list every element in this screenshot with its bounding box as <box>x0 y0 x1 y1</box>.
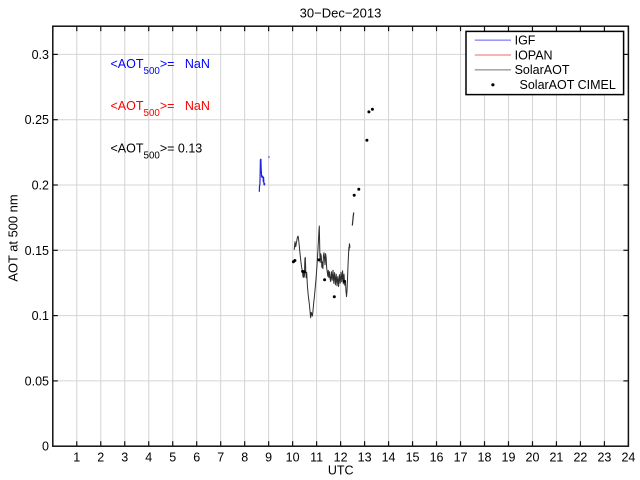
svg-text:8: 8 <box>241 451 248 465</box>
svg-text:2: 2 <box>97 451 104 465</box>
svg-text:20: 20 <box>526 451 540 465</box>
svg-text:6: 6 <box>193 451 200 465</box>
svg-text:0.05: 0.05 <box>25 374 49 388</box>
svg-text:22: 22 <box>573 451 587 465</box>
svg-text:30−Dec−2013: 30−Dec−2013 <box>300 6 382 21</box>
svg-text:0.15: 0.15 <box>25 244 49 258</box>
svg-text:IOPAN: IOPAN <box>515 48 553 62</box>
svg-text:14: 14 <box>382 451 396 465</box>
svg-text:SolarAOT CIMEL: SolarAOT CIMEL <box>520 78 616 92</box>
svg-text:AOT at 500 nm: AOT at 500 nm <box>6 194 21 281</box>
svg-text:18: 18 <box>478 451 492 465</box>
svg-text:0: 0 <box>42 440 49 454</box>
svg-text:1: 1 <box>73 451 80 465</box>
svg-text:17: 17 <box>454 451 468 465</box>
svg-text:IGF: IGF <box>515 34 536 48</box>
svg-text:0.1: 0.1 <box>32 309 49 323</box>
svg-text:16: 16 <box>430 451 444 465</box>
svg-text:13: 13 <box>358 451 372 465</box>
svg-text:3: 3 <box>121 451 128 465</box>
svg-text:10: 10 <box>286 451 300 465</box>
svg-text:12: 12 <box>334 451 348 465</box>
svg-text:19: 19 <box>502 451 516 465</box>
svg-text:15: 15 <box>406 451 420 465</box>
svg-text:5: 5 <box>169 451 176 465</box>
svg-text:0.25: 0.25 <box>25 113 49 127</box>
svg-text:UTC: UTC <box>328 463 354 477</box>
svg-text:11: 11 <box>310 451 323 465</box>
svg-text:0.3: 0.3 <box>32 48 49 62</box>
svg-text:0.2: 0.2 <box>32 179 49 193</box>
svg-text:21: 21 <box>549 451 563 465</box>
svg-text:9: 9 <box>265 451 272 465</box>
svg-text:SolarAOT: SolarAOT <box>515 63 570 77</box>
svg-text:24: 24 <box>621 451 635 465</box>
svg-text:23: 23 <box>597 451 611 465</box>
svg-text:7: 7 <box>217 451 224 465</box>
svg-text:4: 4 <box>145 451 152 465</box>
